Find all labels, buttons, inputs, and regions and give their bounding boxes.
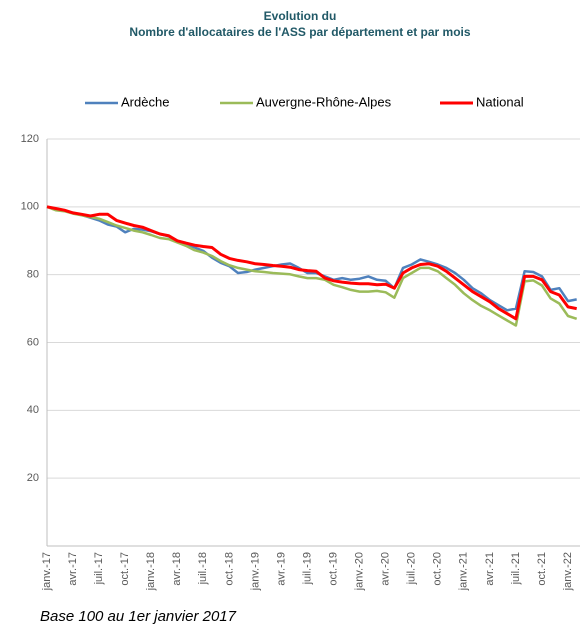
note: Base 100 au 1er janvier 2017: [40, 608, 237, 625]
x-tick-label: janv.-21: [458, 552, 470, 591]
x-tick-label: janv.-22: [562, 552, 574, 591]
x-tick-label: juil.-19: [301, 552, 313, 585]
x-tick-label: janv.-18: [145, 552, 157, 591]
chart-title: Evolution du: [264, 9, 337, 23]
x-tick-label: juil.-17: [93, 552, 105, 585]
x-tick-label: avr.-19: [275, 552, 287, 586]
x-tick-label: avr.-20: [380, 552, 392, 586]
x-tick-label: janv.-20: [354, 552, 366, 591]
x-tick-label: oct.-20: [432, 552, 444, 586]
legend-label: Auvergne-Rhône-Alpes: [256, 94, 392, 109]
x-tick-label: oct.-21: [536, 552, 548, 586]
y-tick-label: 100: [21, 201, 39, 213]
x-tick-label: oct.-18: [223, 552, 235, 586]
x-tick-label: juil.-20: [406, 552, 418, 585]
x-tick-label: oct.-17: [119, 552, 131, 586]
x-tick-label: oct.-19: [327, 552, 339, 586]
legend-label: National: [476, 94, 524, 109]
y-tick-label: 120: [21, 133, 39, 145]
x-tick-label: janv.-19: [249, 552, 261, 591]
series-line: [46, 205, 578, 327]
y-tick-label: 60: [27, 336, 39, 348]
chart-subtitle: Nombre d'allocataires de l'ASS par dépar…: [129, 25, 470, 39]
x-tick-label: janv.-17: [41, 552, 53, 591]
x-tick-label: juil.-21: [510, 552, 522, 585]
series-line: [46, 205, 577, 321]
y-tick-label: 20: [27, 472, 39, 484]
series-line: [46, 205, 577, 312]
y-tick-label: 80: [27, 269, 39, 281]
x-tick-label: avr.-17: [67, 552, 79, 586]
y-tick-label: 40: [27, 404, 39, 416]
legend-label: Ardèche: [121, 94, 169, 109]
x-tick-label: juil.-18: [197, 552, 209, 585]
x-tick-label: avr.-21: [484, 552, 496, 586]
x-tick-label: avr.-18: [171, 552, 183, 586]
